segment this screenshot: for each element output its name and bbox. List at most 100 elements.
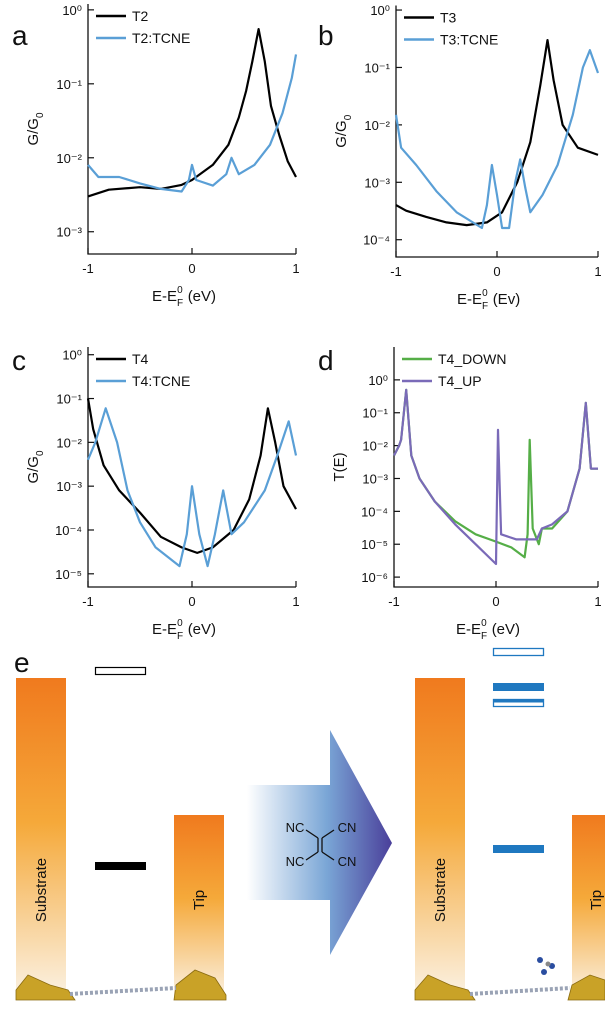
legend-label: T4 xyxy=(132,351,149,367)
x-label-unit: (Ev) xyxy=(493,291,521,308)
y-tick-label: 10⁻³ xyxy=(56,479,82,494)
x-axis-label: E-EF 0 (eV) xyxy=(152,618,216,642)
junction-right xyxy=(414,957,605,1001)
x-label-unit: (eV) xyxy=(188,288,216,305)
substrate-label: Substrate xyxy=(432,858,449,922)
y-label-main: G/G xyxy=(25,118,42,146)
y-tick-label: 10⁻⁴ xyxy=(361,504,388,519)
axis-frame xyxy=(87,4,296,255)
x-tick-label: 1 xyxy=(292,261,299,276)
x-label-main: E-E xyxy=(152,288,177,305)
y-tick-label: 10⁻² xyxy=(362,439,388,454)
series-line xyxy=(393,388,598,566)
legend-label: T4_DOWN xyxy=(438,351,506,367)
y-axis-label: G/G0 xyxy=(25,112,46,146)
x-label-main: E-E xyxy=(457,291,482,308)
x-tick-label: 0 xyxy=(188,261,195,276)
y-tick-label: 10⁰ xyxy=(62,348,82,363)
y-tick-label: 10⁻² xyxy=(56,151,82,166)
y-tick-label: 10⁻³ xyxy=(362,471,388,486)
x-tick-label: -1 xyxy=(388,594,400,609)
y-label-main: G/G xyxy=(25,456,42,484)
y-tick-label: 10⁻⁶ xyxy=(361,570,388,585)
group-label: CN xyxy=(338,820,357,835)
legend-label: T4_UP xyxy=(438,373,482,389)
x-label-sup: 0 xyxy=(177,285,183,296)
series-line xyxy=(86,398,297,555)
x-tick-label: 0 xyxy=(188,594,195,609)
empty-level xyxy=(94,666,147,676)
group-label: NC xyxy=(286,820,305,835)
legend-label: T3:TCNE xyxy=(440,32,498,48)
y-tick-label: 10⁻³ xyxy=(56,225,82,240)
x-axis-label: E-EF 0 (eV) xyxy=(152,285,216,309)
group-label: NC xyxy=(286,854,305,869)
y-tick-label: 10⁰ xyxy=(62,3,82,18)
x-tick-label: -1 xyxy=(390,264,402,279)
tip-bar xyxy=(174,815,224,1000)
chart: d 10⁰ 10⁻¹ 10⁻² 10⁻³ 10⁻⁴ 10⁻⁵ 10⁻⁶-1 0 1 E-EF 0 (eV… xyxy=(318,345,602,642)
x-label-sup: 0 xyxy=(177,618,183,629)
substrate-bar xyxy=(16,678,66,1000)
junction-left xyxy=(15,969,227,1001)
x-tick-label: 1 xyxy=(594,264,601,279)
panel-label: e xyxy=(14,647,30,678)
substrate-label: Substrate xyxy=(33,858,50,922)
x-label-unit: (eV) xyxy=(188,621,216,638)
panel-label: a xyxy=(12,20,28,51)
x-label-sup: 0 xyxy=(481,618,487,629)
x-label-sub: F xyxy=(481,631,487,642)
series-line xyxy=(86,407,298,568)
legend-label: T2:TCNE xyxy=(132,30,190,46)
y-tick-label: 10⁻⁴ xyxy=(55,523,82,538)
panel-label: d xyxy=(318,345,334,376)
tcne-structure xyxy=(305,829,335,861)
x-label-unit: (eV) xyxy=(492,621,520,638)
panel-label: b xyxy=(318,20,334,51)
y-label-sub: 0 xyxy=(35,450,46,456)
y-tick-label: 10⁻³ xyxy=(364,175,390,190)
filled-level xyxy=(493,683,544,691)
y-tick-label: 10⁻⁵ xyxy=(361,537,388,552)
legend-label: T4:TCNE xyxy=(132,373,190,389)
x-tick-label: 1 xyxy=(292,594,299,609)
y-tick-label: 10⁻¹ xyxy=(56,392,82,407)
chart: c 10⁰ 10⁻¹ 10⁻² 10⁻³ 10⁻⁴ 10⁻⁵-1 0 1 E-EF 0 (eV) G/G… xyxy=(12,345,300,642)
y-label-sub: 0 xyxy=(343,114,354,120)
x-axis-label: E-EF 0 (Ev) xyxy=(457,288,520,312)
y-tick-label: 10⁻¹ xyxy=(364,60,390,75)
filled-level xyxy=(493,845,544,853)
y-tick-label: 10⁰ xyxy=(370,3,390,18)
tip-bar xyxy=(572,815,605,1000)
x-tick-label: -1 xyxy=(82,594,94,609)
y-tick-label: 10⁻¹ xyxy=(362,406,388,421)
series-line xyxy=(394,49,600,230)
legend-label: T2 xyxy=(132,8,149,24)
series-line xyxy=(395,38,599,227)
x-axis-label: E-EF 0 (eV) xyxy=(456,618,520,642)
x-label-sup: 0 xyxy=(482,288,488,299)
y-axis-label: G/G0 xyxy=(333,114,354,148)
series-line xyxy=(87,28,297,198)
tip-label: Tip xyxy=(588,890,605,910)
y-axis-label: T(E) xyxy=(331,452,348,481)
x-tick-label: 0 xyxy=(493,264,500,279)
y-label-sub: 0 xyxy=(35,112,46,118)
y-tick-label: 10⁻² xyxy=(56,435,82,450)
y-tick-label: 10⁻⁴ xyxy=(363,233,390,248)
x-label-main: E-E xyxy=(456,621,481,638)
x-label-sub: F xyxy=(177,631,183,642)
x-tick-label: 0 xyxy=(492,594,499,609)
series-line xyxy=(87,54,298,193)
half-level xyxy=(493,699,544,703)
y-tick-label: 10⁻² xyxy=(364,118,390,133)
x-tick-label: 1 xyxy=(594,594,601,609)
y-tick-label: 10⁰ xyxy=(368,373,388,388)
substrate-bar xyxy=(415,678,465,1000)
diagram: e Substrate Tip NC CN NC CN Substrate Ti… xyxy=(14,647,605,1001)
empty-level xyxy=(492,647,545,657)
y-tick-label: 10⁻⁵ xyxy=(55,567,82,582)
